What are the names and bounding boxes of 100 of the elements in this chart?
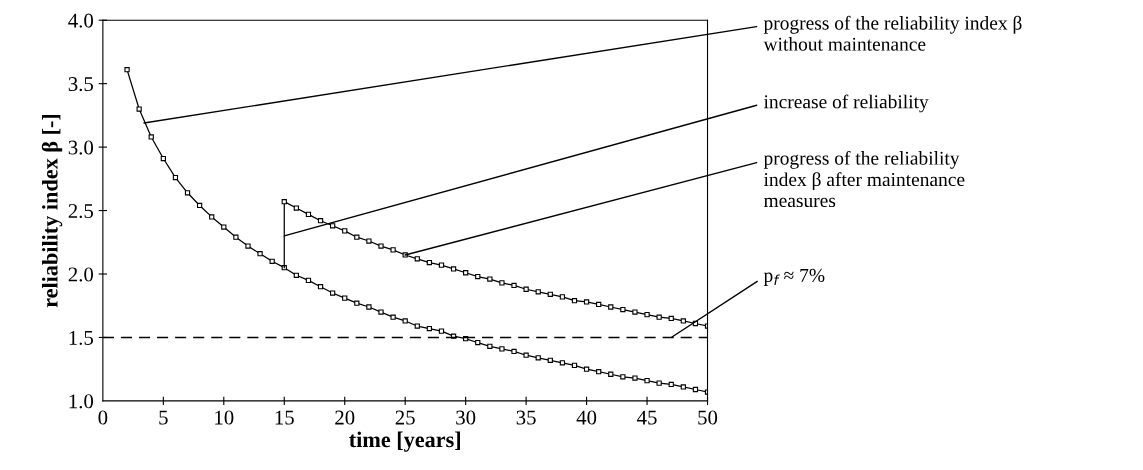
point [317,284,324,290]
point [511,282,517,289]
point [644,311,650,318]
point [608,371,614,377]
annotation: progress of the reliability index β after maintenance measures [763,150,965,208]
point [305,277,312,283]
point [487,276,493,282]
point [596,301,602,308]
point [680,384,686,390]
point [475,273,481,280]
y-tick-label: 2.5 [68,203,94,219]
point [656,314,662,320]
point [184,190,191,196]
point [281,199,287,205]
x-tick-label: 25 [395,410,415,425]
y-tick-label: 1.5 [69,330,94,345]
point [632,375,638,381]
x-tick-label: 35 [516,410,536,425]
point [450,266,457,272]
point [293,272,299,278]
point [124,67,130,73]
point [608,304,614,310]
point [245,243,251,249]
x-tick-label: 40 [576,410,597,425]
point [535,289,541,295]
y-tick-label: 1.0 [69,394,94,409]
point [644,377,650,384]
point [535,355,541,361]
point [499,346,505,352]
annotation: progress of the reliability index β without maintenance [763,15,1022,51]
point [668,381,674,388]
point [692,386,699,393]
x-tick-label: 20 [335,410,355,425]
point [354,300,360,306]
point [390,247,396,253]
point [329,290,336,296]
point [463,270,469,276]
y-tick-label: 4.0 [68,13,94,28]
point [209,214,215,220]
point [656,380,662,386]
point [620,374,626,380]
point [160,155,166,162]
point [378,243,384,249]
point [596,369,602,375]
x-tick-label: 0 [98,410,108,425]
point [704,389,708,395]
point [366,304,372,310]
point [221,224,227,230]
point [293,205,299,211]
x-tick-label: 45 [637,410,657,425]
point [257,251,263,257]
point [317,218,324,224]
point [414,256,420,262]
x-tick-label: 15 [275,410,294,425]
annotation: p$_{f}$ ≈ 7% [763,268,825,286]
point [438,262,445,268]
point [438,328,445,334]
point [305,211,312,218]
point [571,362,578,369]
point [196,202,203,209]
point [668,315,674,322]
point [342,295,348,301]
point [680,318,686,324]
point [426,259,433,266]
point [547,291,553,297]
x-tick-label: 50 [698,410,718,425]
point [511,348,517,355]
point [414,323,420,329]
point [704,323,708,329]
annotation: increase of reliability [763,94,929,113]
x-tick-label: 5 [159,410,168,425]
point [523,286,529,292]
x-axis-title: time [years] [349,431,460,452]
point [547,357,553,363]
point [559,360,566,366]
x-tick-label: 10 [215,410,234,425]
point [487,343,493,349]
point [136,106,142,112]
x-tick-label: 30 [456,410,476,425]
point [583,366,590,372]
point [499,280,505,286]
point [559,294,566,300]
point [426,325,433,332]
point [172,174,179,181]
point [342,228,348,234]
point [366,238,372,244]
point [390,314,396,320]
y-tick-label: 3.0 [68,140,94,155]
point [632,309,638,315]
point [378,309,384,315]
point [402,318,408,324]
point [475,339,481,346]
point [571,298,578,304]
point [233,234,239,240]
point [620,306,626,313]
point [354,234,360,240]
y-axis-title: reliability index β [-] [41,114,63,308]
y-tick-label: 2.0 [68,267,94,282]
point [269,258,275,264]
point [583,299,590,305]
